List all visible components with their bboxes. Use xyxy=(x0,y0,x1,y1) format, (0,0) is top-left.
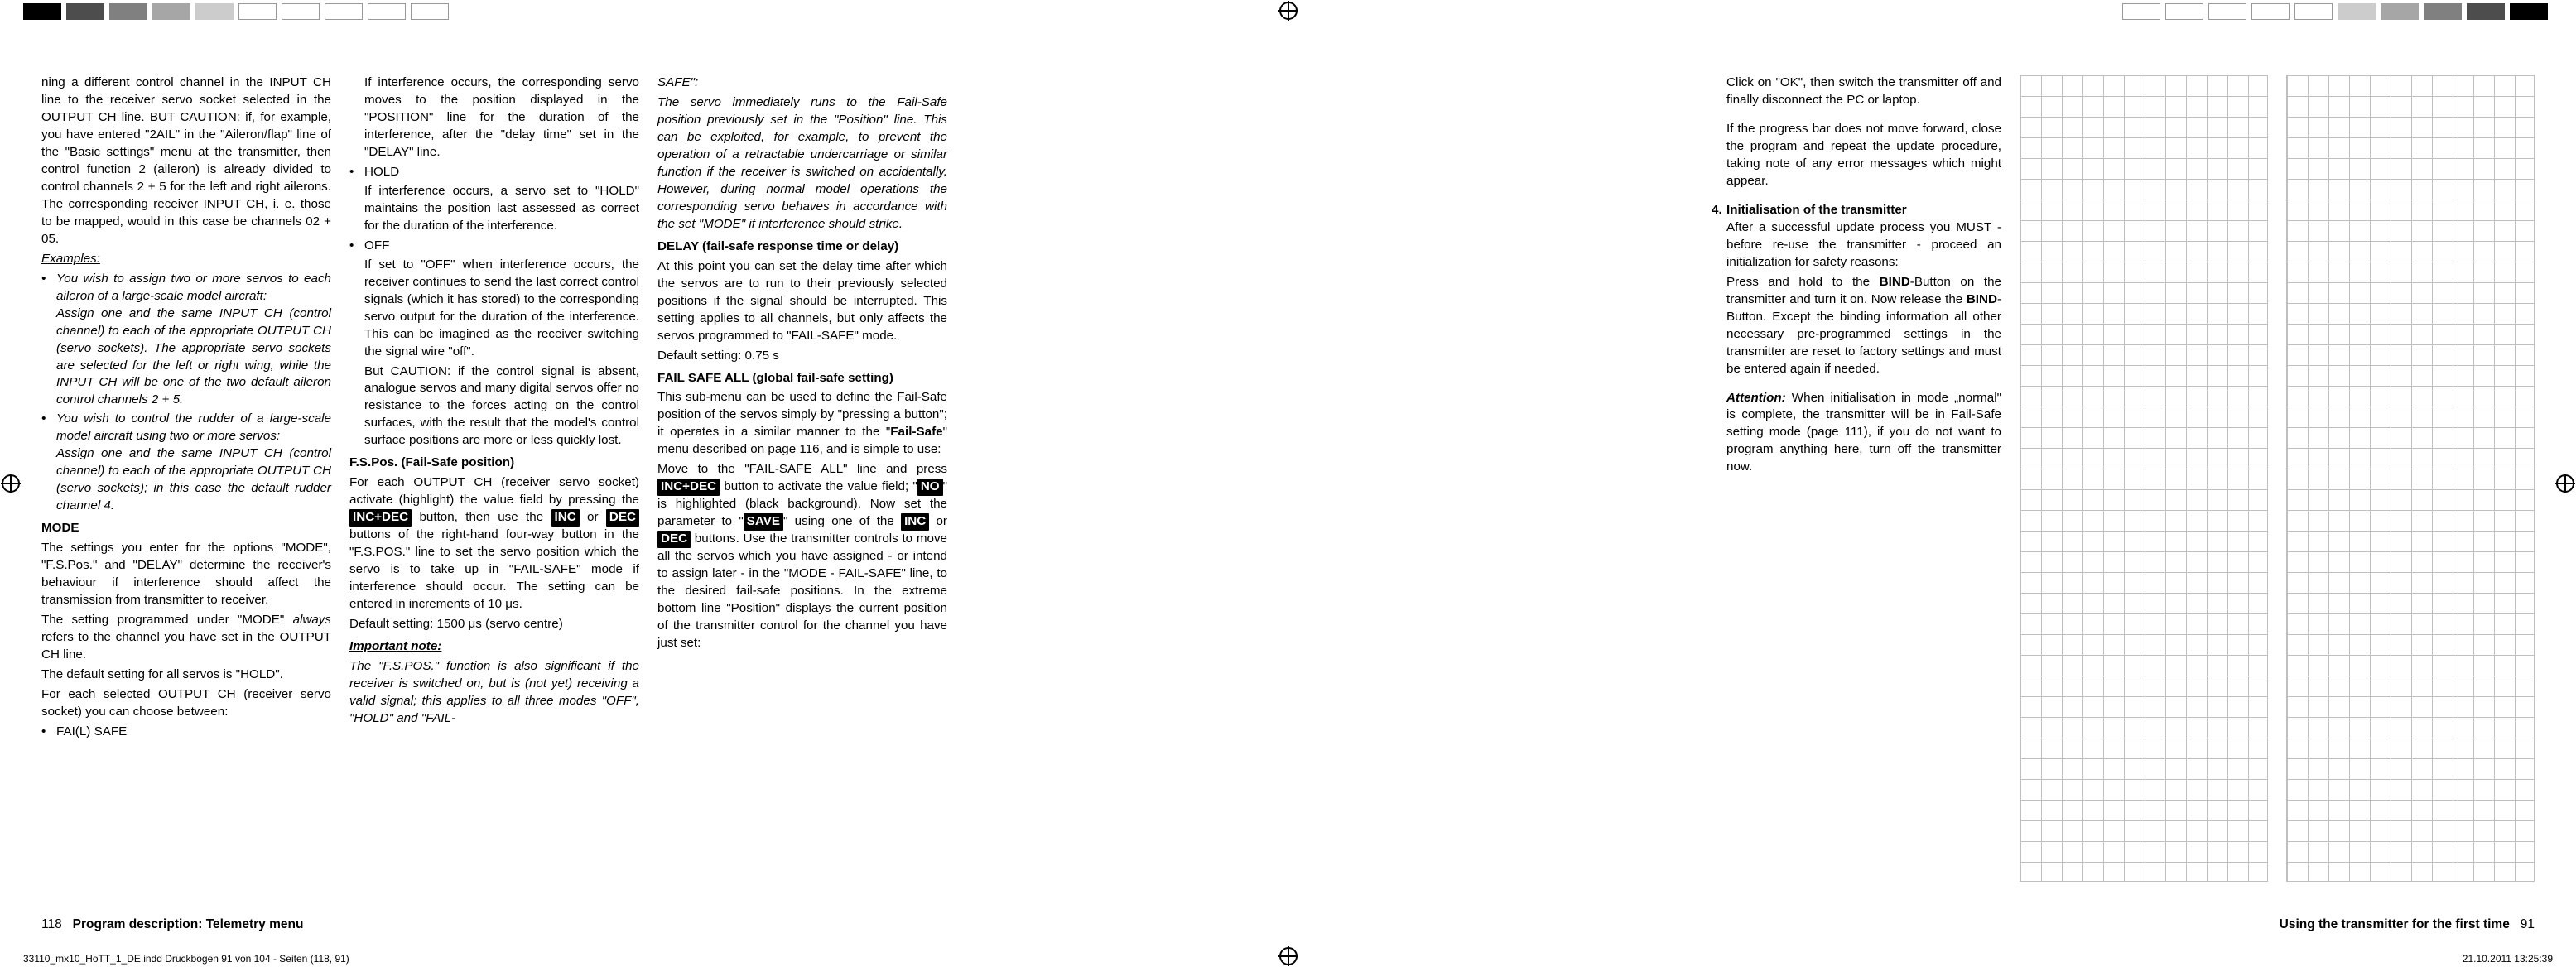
text: If interference occurs, a servo set to "… xyxy=(364,183,639,235)
left-col4-empty xyxy=(965,75,1255,743)
text: The settings you enter for the options "… xyxy=(41,540,331,609)
text: After a successful update process you MU… xyxy=(1726,219,2001,272)
text: Attention: When initialisation in mode „… xyxy=(1726,390,2001,477)
text: The default setting for all servos is "H… xyxy=(41,666,331,684)
text: Assign one and the same INPUT CH (contro… xyxy=(56,306,331,407)
text: The "F.S.POS." function is also signific… xyxy=(349,658,639,728)
page-title: Program description: Telemetry menu xyxy=(73,917,304,931)
text: Default setting: 0.75 s xyxy=(657,348,947,365)
bullet: • You wish to control the rudder of a la… xyxy=(41,411,331,515)
text: You wish to assign two or more servos to… xyxy=(56,272,331,303)
key-label: NO xyxy=(917,479,943,496)
page-number: 118 xyxy=(41,917,62,932)
text: Move to the "FAIL-SAFE ALL" line and pre… xyxy=(657,461,947,652)
print-mark-left: 33110_mx10_HoTT_1_DE.indd Druckbogen 91 … xyxy=(23,953,349,965)
delay-heading: DELAY (fail-safe response time or delay) xyxy=(657,238,947,256)
text: But CAUTION: if the control signal is ab… xyxy=(364,363,639,450)
text: At this point you can set the delay time… xyxy=(657,258,947,345)
text: You wish to control the rudder of a larg… xyxy=(56,411,331,443)
key-label: INC xyxy=(551,509,580,527)
key-label: SAVE xyxy=(744,513,783,531)
init-heading: Initialisation of the transmitter xyxy=(1726,203,1907,217)
text: ning a different control channel in the … xyxy=(41,75,331,248)
text: The setting programmed under "MODE" alwa… xyxy=(41,612,331,664)
key-label: DEC xyxy=(657,531,691,548)
reg-mark-right xyxy=(2556,474,2574,493)
left-col3: SAFE": The servo immediately runs to the… xyxy=(657,75,947,743)
note-grid xyxy=(2286,75,2535,882)
text: If the progress bar does not move forwar… xyxy=(1726,121,2001,190)
list-number: 4. xyxy=(1712,202,1726,479)
page-right: Click on "OK", then switch the transmitt… xyxy=(1293,75,2535,882)
key-label: DEC xyxy=(606,509,639,527)
key-label: INC xyxy=(901,513,929,531)
bullet: •OFF xyxy=(349,238,639,255)
impnote-heading: Important note: xyxy=(349,638,639,656)
text: If set to "OFF" when interference occurs… xyxy=(364,257,639,361)
mode-heading: MODE xyxy=(41,520,331,537)
right-col1: Click on "OK", then switch the transmitt… xyxy=(1712,75,2001,882)
reg-mark-bottom xyxy=(1279,947,1298,965)
bullet: •FAI(L) SAFE xyxy=(41,724,331,741)
text: Default setting: 1500 μs (servo centre) xyxy=(349,616,639,633)
text: If interference occurs, the correspondin… xyxy=(364,75,639,161)
page-left: ning a different control channel in the … xyxy=(41,75,1283,743)
left-col2: If interference occurs, the correspondin… xyxy=(349,75,639,743)
text: For each selected OUTPUT CH (receiver se… xyxy=(41,686,331,721)
examples-heading: Examples: xyxy=(41,251,331,268)
reg-mark-top xyxy=(1279,2,1298,20)
key-label: INC+DEC xyxy=(349,509,412,527)
fspos-heading: F.S.Pos. (Fail-Safe position) xyxy=(349,455,639,472)
text: This sub-menu can be used to define the … xyxy=(657,389,947,459)
left-col1: ning a different control channel in the … xyxy=(41,75,331,743)
bullet: • You wish to assign two or more servos … xyxy=(41,271,331,410)
key-label: INC+DEC xyxy=(657,479,720,496)
text: Assign one and the same INPUT CH (contro… xyxy=(56,446,331,512)
page-number: 91 xyxy=(2521,917,2535,932)
text: Press and hold to the BIND-Button on the… xyxy=(1726,274,2001,378)
page-footer-left: 118 Program description: Telemetry menu xyxy=(41,917,303,932)
fsall-heading: FAIL SAFE ALL (global fail-safe setting) xyxy=(657,370,947,387)
print-mark-right: 21.10.2011 13:25:39 xyxy=(2463,953,2553,965)
text: SAFE": xyxy=(657,75,947,92)
page-title: Using the transmitter for the first time xyxy=(2280,917,2510,931)
reg-mark-left xyxy=(2,474,20,493)
text: The servo immediately runs to the Fail-S… xyxy=(657,94,947,233)
text: For each OUTPUT CH (receiver servo socke… xyxy=(349,474,639,613)
attention-label: Attention: xyxy=(1726,391,1786,405)
color-bar-left xyxy=(23,3,454,20)
text: Click on "OK", then switch the transmitt… xyxy=(1726,75,2001,109)
page-footer-right: Using the transmitter for the first time… xyxy=(2280,917,2535,932)
note-grid xyxy=(2020,75,2268,882)
color-bar-right xyxy=(2122,3,2553,20)
bullet: •HOLD xyxy=(349,164,639,181)
